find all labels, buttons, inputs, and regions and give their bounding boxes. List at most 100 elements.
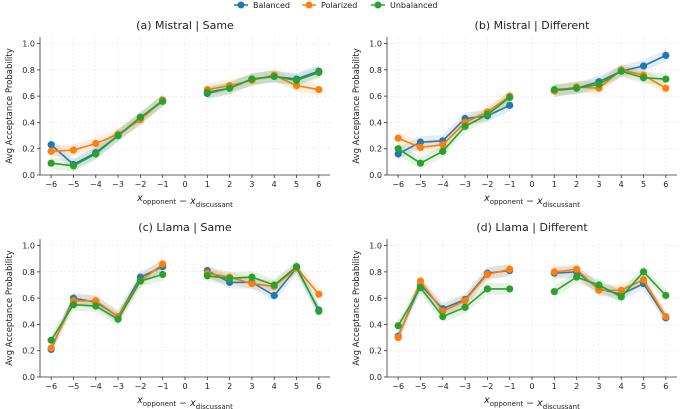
x-axis-label: xopponent − xdiscussant <box>483 395 580 409</box>
chart-panel: −6 −5 −4 −3 −2 −1 0 1 2 3 4 5 6 0.0 0.2 0.4 0.6 0.8 1.0 (d)… <box>352 221 677 409</box>
panels: −6 −5 −4 −3 −2 −1 0 1 2 3 4 5 6 0.0 0.2 0.4 0.6 0.8 1.0 (a)… <box>5 19 677 409</box>
series-line <box>50 263 164 349</box>
data-point <box>394 145 402 153</box>
confidence-band <box>398 263 510 344</box>
data-point <box>617 293 625 301</box>
legend-marker <box>374 1 382 9</box>
legend-label: Balanced <box>253 1 290 10</box>
data-point <box>315 290 323 298</box>
data-point <box>483 285 491 293</box>
data-point <box>394 134 402 142</box>
confidence-band <box>398 90 510 154</box>
series-line <box>207 71 320 93</box>
data-point <box>483 270 491 279</box>
x-tick-label: 5 <box>641 382 646 391</box>
y-tick-label: 0.4 <box>369 320 382 329</box>
x-tick-label: −1 <box>157 180 169 189</box>
chart-title: (d) Llama | Different <box>476 221 588 234</box>
data-point <box>506 101 514 109</box>
data-point <box>461 122 469 130</box>
data-point <box>47 147 55 155</box>
data-point <box>92 297 100 305</box>
data-point <box>439 147 447 155</box>
data-point <box>136 277 144 285</box>
x-tick-label: 1 <box>205 382 210 391</box>
x-tick-label: 6 <box>663 180 668 189</box>
data-point <box>617 286 625 294</box>
data-point <box>92 302 100 310</box>
y-tick-label: 0.8 <box>369 268 382 277</box>
x-tick-label: −3 <box>459 180 471 189</box>
x-tick-label: −4 <box>90 180 102 189</box>
series-line <box>397 286 510 327</box>
data-point <box>47 159 55 167</box>
x-tick-label: 1 <box>552 382 557 391</box>
y-tick-label: 0.8 <box>22 268 35 277</box>
x-tick-label: 5 <box>294 382 299 391</box>
x-tick-label: 2 <box>574 180 579 189</box>
confidence-band <box>51 268 163 347</box>
data-point <box>639 62 648 70</box>
data-point <box>416 138 425 146</box>
x-tick-label: −5 <box>68 180 80 189</box>
data-point <box>662 51 670 60</box>
confidence-band <box>554 265 666 324</box>
x-tick-label: 0 <box>529 382 534 391</box>
chart-panel: −6 −5 −4 −3 −2 −1 0 1 2 3 4 5 6 0.0 0.2 0.4 0.6 0.8 1.0 (c)… <box>5 221 330 409</box>
data-point <box>203 88 211 96</box>
y-tick-label: 0.8 <box>369 66 382 75</box>
legend: Balanced Polarized Unbalanced <box>234 1 438 10</box>
confidence-band <box>207 65 319 100</box>
data-point <box>416 159 425 167</box>
data-point <box>416 143 425 151</box>
x-tick-label: 1 <box>205 180 210 189</box>
data-point <box>47 141 55 149</box>
x-tick-label: −1 <box>157 382 169 391</box>
data-point <box>315 307 323 315</box>
data-point <box>136 113 144 121</box>
y-tick-label: 0.0 <box>369 373 382 382</box>
x-axis-label: xopponent − xdiscussant <box>136 395 233 409</box>
x-tick-label: −3 <box>112 180 124 189</box>
x-tick-label: −5 <box>415 180 427 189</box>
confidence-band <box>207 66 319 99</box>
data-point <box>595 286 603 294</box>
series-line <box>50 273 163 341</box>
x-tick-label: 3 <box>249 180 254 189</box>
y-tick-label: 0.6 <box>22 294 35 303</box>
x-tick-label: −5 <box>68 382 80 391</box>
legend-item: Balanced <box>234 1 290 10</box>
x-tick-label: 5 <box>641 180 646 189</box>
data-point <box>416 277 425 285</box>
data-point <box>662 75 670 83</box>
y-tick-label: 0.0 <box>22 373 35 382</box>
y-tick-label: 1.0 <box>369 242 382 251</box>
x-tick-label: −6 <box>45 180 57 189</box>
x-tick-label: −2 <box>134 382 146 391</box>
x-tick-label: 3 <box>596 180 601 189</box>
y-axis-label: Avg Acceptance Probability <box>352 48 362 164</box>
x-tick-label: −6 <box>392 180 404 189</box>
data-point <box>114 315 122 323</box>
data-point <box>203 272 211 280</box>
x-tick-label: 0 <box>529 180 534 189</box>
data-point <box>394 333 402 342</box>
data-point <box>69 301 78 309</box>
series-unbalanced <box>394 265 670 332</box>
data-point <box>315 68 323 77</box>
x-tick-label: 1 <box>552 180 557 189</box>
x-tick-label: 5 <box>294 180 299 189</box>
data-point <box>292 82 301 90</box>
data-point <box>461 297 469 305</box>
chart-panel: −6 −5 −4 −3 −2 −1 0 1 2 3 4 5 6 0.0 0.2 0.4 0.6 0.8 1.0 (b)… <box>352 19 677 209</box>
data-point <box>595 281 603 289</box>
x-tick-label: 2 <box>227 180 232 189</box>
confidence-band <box>207 260 319 318</box>
data-point <box>270 291 278 300</box>
data-point <box>573 273 581 281</box>
y-axis-label: Avg Acceptance Probability <box>5 250 15 366</box>
y-tick-label: 0.4 <box>22 320 35 329</box>
data-point <box>114 131 122 140</box>
x-tick-label: 4 <box>619 382 624 391</box>
series-unbalanced <box>394 65 670 170</box>
